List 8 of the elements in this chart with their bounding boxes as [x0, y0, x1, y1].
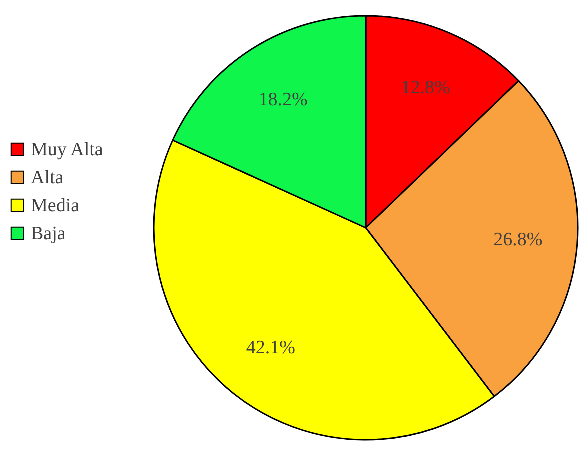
legend-label: Media: [31, 196, 80, 216]
data-label: 18.2%: [258, 90, 308, 111]
legend-label: Muy Alta: [31, 140, 104, 160]
legend-label: Alta: [31, 168, 64, 188]
legend-label: Baja: [31, 224, 66, 244]
data-label: 12.8%: [401, 78, 451, 99]
data-label: 26.8%: [494, 230, 543, 251]
data-label: 42.1%: [246, 337, 296, 358]
